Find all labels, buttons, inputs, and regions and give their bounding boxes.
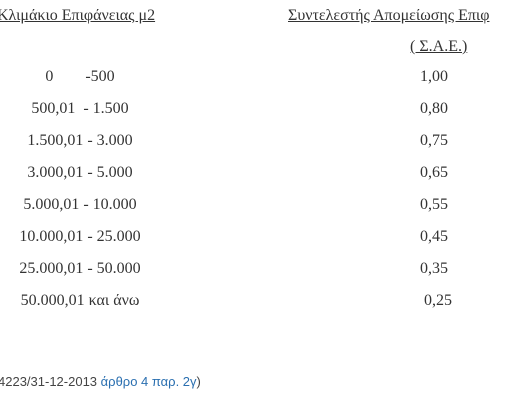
coefficient-cell: 0,65 xyxy=(420,164,448,181)
range-cell: 0 -500 xyxy=(45,68,115,85)
coefficient-cell: 0,55 xyxy=(420,196,448,213)
footer-link[interactable]: άρθρο 4 παρ. 2γ xyxy=(100,374,197,389)
coefficient-cell: 1,00 xyxy=(420,68,448,85)
footer-close: ) xyxy=(196,374,201,389)
range-cell: 500,01 - 1.500 xyxy=(31,100,129,117)
range-cell: 10.000,01 - 25.000 xyxy=(19,228,141,245)
range-cell: 3.000,01 - 5.000 xyxy=(27,164,133,181)
header-left: Κλιμάκιο Επιφάνειας μ2 xyxy=(0,7,156,24)
subheader: ( Σ.Α.Ε.) xyxy=(410,38,468,55)
range-cell: 50.000,01 και άνω xyxy=(20,292,140,309)
footer: 4223/31-12-2013 άρθρο 4 παρ. 2γ) xyxy=(0,372,201,392)
range-cell: 5.000,01 - 10.000 xyxy=(23,196,137,213)
coefficient-cell: 0,35 xyxy=(420,260,448,277)
header-right: Συντελεστής Απομείωσης Επιφ xyxy=(288,7,490,24)
coefficient-cell: 0,80 xyxy=(420,100,448,117)
coefficient-cell: 0,45 xyxy=(420,228,448,245)
coefficient-cell: 0,25 xyxy=(424,292,452,309)
range-cell: 25.000,01 - 50.000 xyxy=(19,260,141,277)
footer-text: 4223/31-12-2013 xyxy=(0,374,101,389)
coefficient-cell: 0,75 xyxy=(420,132,448,149)
range-cell: 1.500,01 - 3.000 xyxy=(27,132,133,149)
